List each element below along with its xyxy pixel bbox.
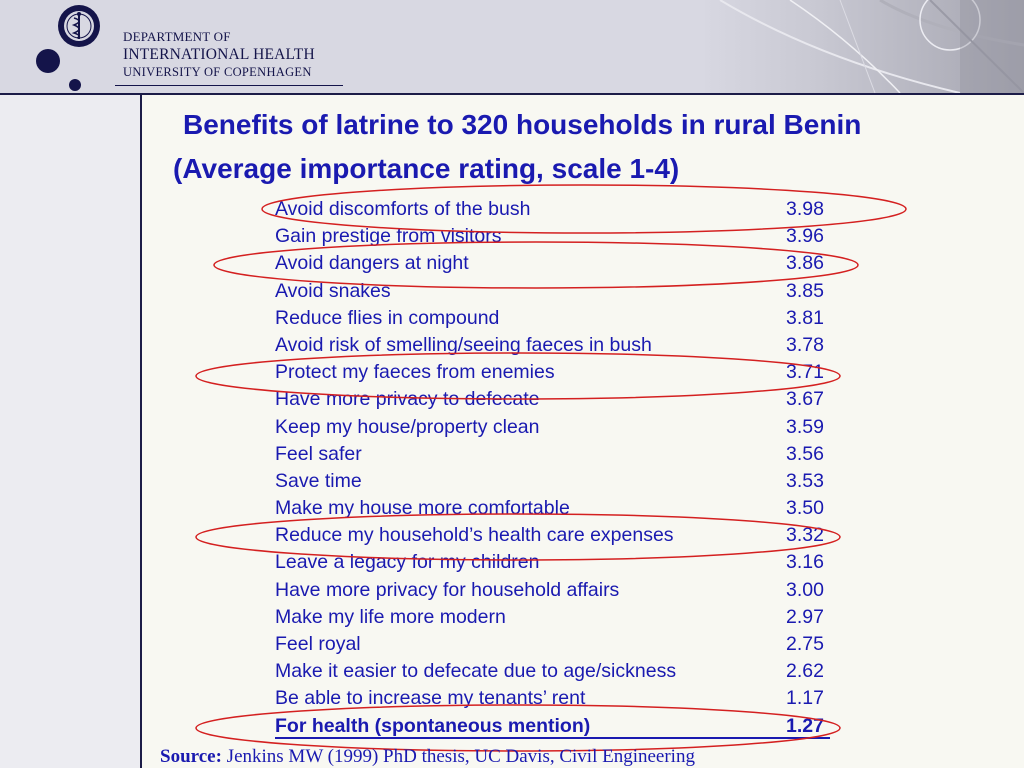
- benefit-rating: 3.56: [786, 442, 824, 465]
- benefit-rating: 3.86: [786, 252, 824, 275]
- benefit-rating: 3.59: [786, 415, 824, 438]
- benefit-rating: 3.67: [786, 388, 824, 411]
- benefit-rating: 3.50: [786, 497, 824, 520]
- slide-title-line1: Benefits of latrine to 320 households in…: [183, 109, 862, 140]
- benefit-label: Have more privacy for household affairs: [275, 578, 620, 601]
- header-photo-decoration: [719, 0, 1024, 93]
- benefit-rating: 3.78: [786, 333, 824, 356]
- benefit-label: Make my life more modern: [275, 605, 506, 628]
- source-label: Source:: [160, 746, 222, 767]
- header-gradient: [700, 0, 1024, 93]
- decorative-dot-large: [36, 49, 60, 73]
- source-text: Jenkins MW (1999) PhD thesis, UC Davis, …: [226, 746, 695, 767]
- benefit-row: Gain prestige from visitors 3.96: [275, 223, 835, 250]
- benefit-row: Feel safer 3.56: [275, 441, 835, 468]
- benefit-row: Feel royal 2.75: [275, 631, 835, 658]
- benefit-row: Avoid dangers at night 3.86: [275, 250, 835, 277]
- benefit-rating: 1.17: [786, 687, 824, 710]
- benefit-row: Avoid snakes 3.85: [275, 278, 835, 305]
- benefit-rating: 3.71: [786, 361, 824, 384]
- benefit-rating: 3.96: [786, 225, 824, 248]
- benefit-label: Protect my faeces from enemies: [275, 361, 555, 384]
- benefit-row: Protect my faeces from enemies 3.71: [275, 359, 835, 386]
- benefit-row: Save time 3.53: [275, 468, 835, 495]
- benefit-label: Gain prestige from visitors: [275, 225, 502, 248]
- benefit-label: Save time: [275, 469, 362, 492]
- slide-title: Benefits of latrine to 320 households in…: [173, 103, 1023, 191]
- benefit-row: Keep my house/property clean 3.59: [275, 414, 835, 441]
- benefit-label: Make it easier to defecate due to age/si…: [275, 660, 677, 683]
- benefit-row: Make my house more comfortable 3.50: [275, 495, 835, 522]
- benefit-row: Avoid risk of smelling/seeing faeces in …: [275, 332, 835, 359]
- benefit-rating: 3.81: [786, 306, 824, 329]
- benefit-rating: 3.98: [786, 198, 824, 220]
- benefit-rating: 2.62: [786, 660, 824, 683]
- benefit-label: Feel royal: [275, 633, 361, 655]
- benefit-rating: 2.97: [786, 605, 824, 628]
- benefit-label: Leave a legacy for my children: [275, 551, 540, 574]
- department-name: DEPARTMENT OF INTERNATIONAL HEALTH UNIVE…: [123, 29, 315, 80]
- benefit-rating: 3.53: [786, 469, 824, 492]
- emphasis-underline: [275, 736, 830, 739]
- benefit-row: Have more privacy for household affairs 3…: [275, 577, 835, 604]
- benefit-label: Reduce flies in compound: [275, 306, 500, 329]
- benefit-row: Reduce flies in compound 3.81: [275, 305, 835, 332]
- department-line1: DEPARTMENT OF: [123, 29, 231, 44]
- left-side-panel: [0, 95, 142, 768]
- slide-title-line2: (Average importance rating, scale 1-4): [173, 153, 680, 184]
- benefit-row: For health (spontaneous mention) 1.27: [275, 713, 835, 740]
- benefit-rating: 2.75: [786, 633, 824, 655]
- benefit-rating: 3.16: [786, 551, 824, 574]
- department-underline: [115, 85, 343, 86]
- benefit-label: Avoid snakes: [275, 279, 391, 302]
- benefit-rating: 3.85: [786, 279, 824, 302]
- benefits-list: Avoid discomforts of the bush 3.98 Gain pr…: [275, 196, 835, 740]
- benefit-label: Have more privacy to defecate: [275, 388, 540, 411]
- header-band: DEPARTMENT OF INTERNATIONAL HEALTH UNIVE…: [0, 0, 1024, 95]
- benefit-label: Avoid discomforts of the bush: [275, 198, 531, 220]
- benefit-row: Avoid discomforts of the bush 3.98: [275, 196, 835, 223]
- benefit-row: Make my life more modern 2.97: [275, 604, 835, 631]
- benefit-rating: 3.00: [786, 578, 824, 601]
- department-line3: UNIVERSITY OF COPENHAGEN: [123, 65, 312, 79]
- university-seal-logo: [58, 5, 100, 47]
- department-line2: INTERNATIONAL HEALTH: [123, 46, 315, 63]
- decorative-dot-small: [69, 79, 81, 91]
- benefit-rating: 3.32: [786, 524, 824, 547]
- benefit-label: Keep my house/property clean: [275, 415, 540, 438]
- benefit-label: Feel safer: [275, 442, 362, 465]
- source-citation: Source: Jenkins MW (1999) PhD thesis, UC…: [160, 746, 695, 768]
- benefit-row: Have more privacy to defecate 3.67: [275, 386, 835, 413]
- benefit-row: Leave a legacy for my children 3.16: [275, 549, 835, 576]
- benefit-label: Be able to increase my tenants’ rent: [275, 687, 586, 710]
- benefit-row: Make it easier to defecate due to age/si…: [275, 658, 835, 685]
- benefit-label: Avoid risk of smelling/seeing faeces in …: [275, 333, 652, 356]
- benefit-label: Reduce my household’s health care expens…: [275, 524, 674, 547]
- benefit-label: Avoid dangers at night: [275, 252, 469, 275]
- benefit-label: Make my house more comfortable: [275, 497, 570, 520]
- benefit-row: Be able to increase my tenants’ rent 1.17: [275, 685, 835, 712]
- benefit-row: Reduce my household’s health care expens…: [275, 522, 835, 549]
